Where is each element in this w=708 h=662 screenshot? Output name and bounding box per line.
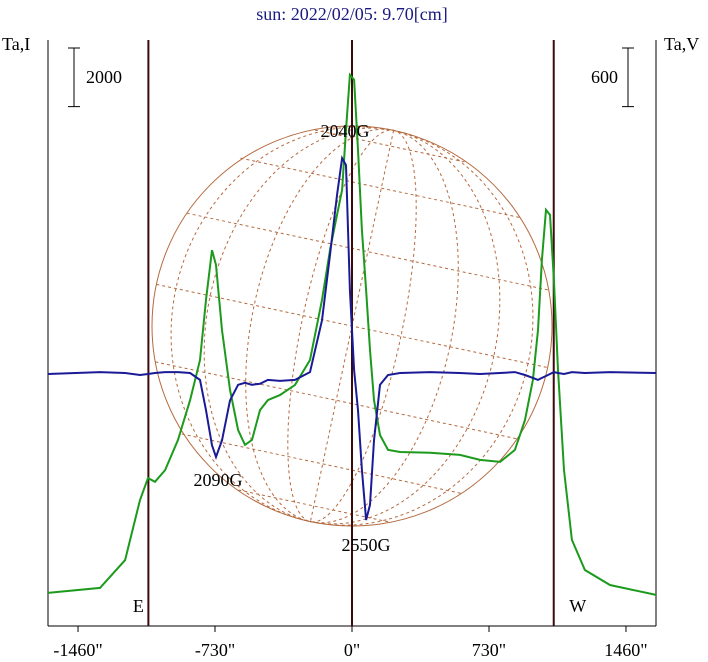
series-line bbox=[47, 72, 657, 596]
y-scale-label: 2000 bbox=[86, 67, 122, 87]
series-line bbox=[47, 155, 657, 521]
x-tick-label: 0" bbox=[344, 640, 360, 660]
y-axis-label: Ta,I bbox=[2, 34, 30, 54]
limb-label: W bbox=[569, 596, 586, 616]
chart-title: sun: 2022/02/05: 9.70[cm] bbox=[256, 4, 448, 24]
annotation: 2040G bbox=[321, 121, 370, 141]
annotation: 2090G bbox=[194, 470, 243, 490]
x-tick-label: -730" bbox=[195, 640, 235, 660]
annotation: 2550G bbox=[342, 535, 391, 555]
x-tick-label: -1460" bbox=[53, 640, 102, 660]
scale-bar bbox=[68, 47, 80, 108]
y2-axis-label: Ta,V bbox=[664, 34, 699, 54]
x-tick-label: 730" bbox=[472, 640, 506, 660]
scale-bar bbox=[622, 47, 634, 108]
limb-label: E bbox=[133, 596, 144, 616]
x-tick-label: 1460" bbox=[604, 640, 647, 660]
y2-scale-label: 600 bbox=[591, 67, 618, 87]
